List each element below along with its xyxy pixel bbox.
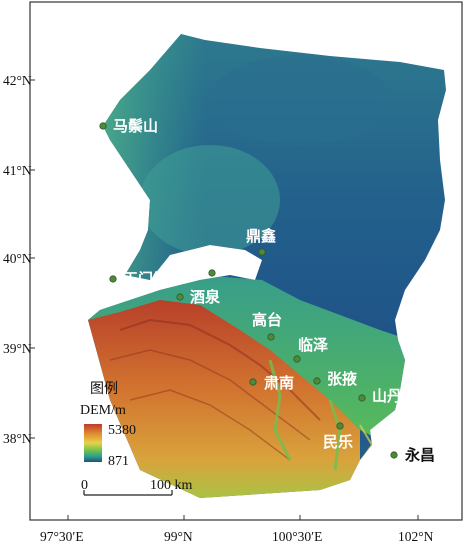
lat-tick: 39°N: [3, 341, 32, 356]
legend-title: 图例: [90, 381, 118, 397]
study-region: [88, 34, 446, 498]
scale-bar: 0 100 km: [81, 478, 193, 496]
place-marker: [249, 378, 257, 386]
place-marker: [336, 422, 344, 430]
places: 马鬃山 鼎鑫 金塔 玉门镇 酒泉 高台 临泽 肃南 张掖 山丹 民乐 永昌: [99, 117, 435, 464]
place-label-shandan: 山丹: [372, 387, 402, 405]
place-label-jinta: 金塔: [197, 248, 229, 266]
scale-distance: 100 km: [150, 478, 193, 493]
place-label-yumenzhen: 玉门镇: [123, 270, 168, 288]
place-marker: [208, 269, 216, 277]
legend-min: 871: [108, 454, 129, 469]
place-marker: [176, 293, 184, 301]
place-label-gaotai: 高台: [252, 311, 282, 329]
place-marker: [267, 333, 275, 341]
legend: 图例 DEM/m 5380 871: [80, 381, 136, 469]
place-label-dingxin: 鼎鑫: [246, 227, 276, 245]
place-label-mazongshan: 马鬃山: [113, 117, 158, 135]
place-label-yongchang: 永昌: [404, 446, 435, 464]
lon-tick: 102°N: [398, 529, 434, 544]
place-marker: [258, 248, 266, 256]
place-label-sunan: 肃南: [264, 374, 294, 392]
lon-tick: 97°30′E: [40, 529, 84, 544]
latitude-axis: 42°N 41°N 40°N 39°N 38°N: [3, 73, 35, 446]
lon-tick: 100°30′E: [272, 529, 322, 544]
place-label-jiuquan: 酒泉: [190, 288, 221, 306]
lat-tick: 42°N: [3, 73, 32, 88]
place-label-minle: 民乐: [323, 433, 353, 451]
place-marker: [109, 275, 117, 283]
place-marker: [99, 122, 107, 130]
scale-zero: 0: [81, 478, 88, 493]
place-marker: [293, 355, 301, 363]
place-marker: [358, 394, 366, 402]
place-label-zhangye: 张掖: [327, 370, 358, 388]
lon-tick: 99°N: [164, 529, 193, 544]
lat-tick: 40°N: [3, 251, 32, 266]
lat-tick: 41°N: [3, 163, 32, 178]
place-label-linze: 临泽: [298, 336, 328, 354]
longitude-axis: 97°30′E 99°N 100°30′E 102°N: [40, 515, 434, 544]
legend-colorbar: [84, 424, 102, 462]
place-marker: [390, 451, 398, 459]
place-marker: [313, 377, 321, 385]
legend-max: 5380: [108, 423, 136, 438]
lat-tick: 38°N: [3, 431, 32, 446]
legend-unit: DEM/m: [80, 403, 126, 418]
